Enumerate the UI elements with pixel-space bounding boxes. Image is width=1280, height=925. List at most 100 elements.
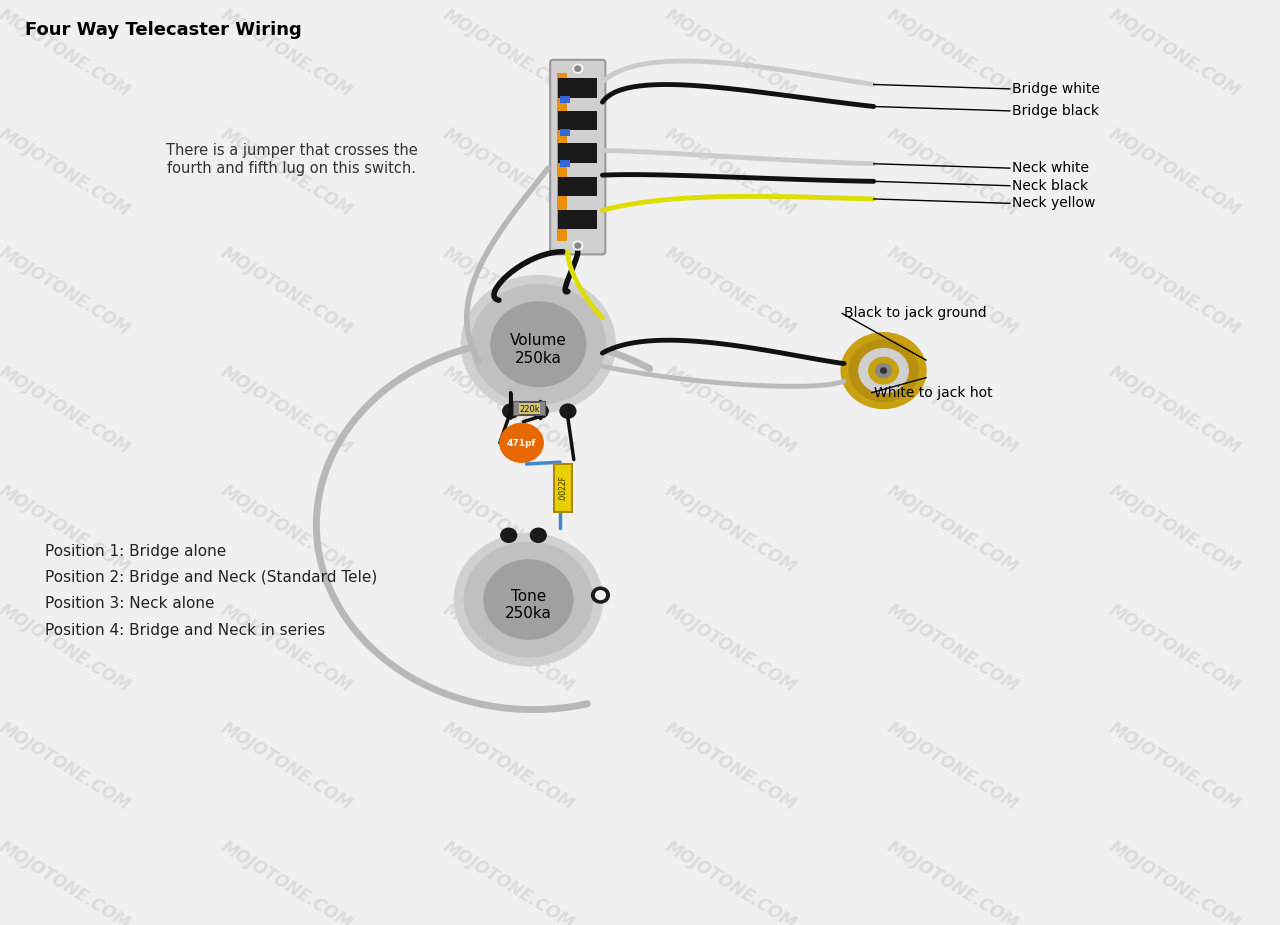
Circle shape (881, 368, 887, 374)
Bar (513, 402, 518, 414)
Text: MOJOTONE.COM: MOJOTONE.COM (218, 838, 356, 925)
Text: MOJOTONE.COM: MOJOTONE.COM (1106, 600, 1243, 696)
Circle shape (499, 424, 543, 462)
Circle shape (484, 560, 573, 639)
Circle shape (573, 241, 582, 250)
Text: MOJOTONE.COM: MOJOTONE.COM (0, 600, 133, 696)
Text: MOJOTONE.COM: MOJOTONE.COM (883, 363, 1021, 458)
Circle shape (500, 528, 517, 542)
Circle shape (591, 587, 609, 603)
Text: MOJOTONE.COM: MOJOTONE.COM (0, 482, 133, 576)
Text: Neck white: Neck white (1011, 161, 1089, 175)
Circle shape (595, 591, 605, 599)
Text: MOJOTONE.COM: MOJOTONE.COM (1106, 6, 1243, 102)
Bar (557, 73, 567, 241)
Circle shape (530, 528, 547, 542)
Text: Bridge black: Bridge black (1011, 104, 1098, 117)
Text: MOJOTONE.COM: MOJOTONE.COM (1106, 363, 1243, 458)
Text: MOJOTONE.COM: MOJOTONE.COM (662, 363, 799, 458)
Circle shape (573, 64, 582, 73)
Text: MOJOTONE.COM: MOJOTONE.COM (883, 482, 1021, 576)
Text: Tone
250ka: Tone 250ka (506, 588, 552, 621)
Bar (513, 402, 545, 414)
Bar (558, 177, 598, 196)
Text: MOJOTONE.COM: MOJOTONE.COM (1106, 482, 1243, 576)
Text: MOJOTONE.COM: MOJOTONE.COM (439, 720, 577, 814)
Text: MOJOTONE.COM: MOJOTONE.COM (439, 600, 577, 696)
Text: MOJOTONE.COM: MOJOTONE.COM (0, 244, 133, 339)
Text: MOJOTONE.COM: MOJOTONE.COM (218, 482, 356, 576)
Bar (561, 96, 570, 103)
Text: MOJOTONE.COM: MOJOTONE.COM (439, 125, 577, 220)
Text: MOJOTONE.COM: MOJOTONE.COM (0, 125, 133, 220)
Circle shape (575, 243, 581, 248)
Text: Volume
250ka: Volume 250ka (509, 333, 567, 365)
Text: MOJOTONE.COM: MOJOTONE.COM (883, 125, 1021, 220)
Text: 220k: 220k (520, 405, 540, 413)
Text: MOJOTONE.COM: MOJOTONE.COM (662, 600, 799, 696)
Circle shape (849, 339, 918, 401)
Text: MOJOTONE.COM: MOJOTONE.COM (883, 244, 1021, 339)
Text: Bridge white: Bridge white (1011, 82, 1100, 96)
Text: 471pf: 471pf (507, 439, 536, 449)
Text: Four Way Telecaster Wiring: Four Way Telecaster Wiring (26, 21, 302, 39)
Bar (561, 129, 570, 136)
Text: MOJOTONE.COM: MOJOTONE.COM (662, 6, 799, 102)
Text: MOJOTONE.COM: MOJOTONE.COM (1106, 720, 1243, 814)
Text: MOJOTONE.COM: MOJOTONE.COM (218, 244, 356, 339)
Text: MOJOTONE.COM: MOJOTONE.COM (218, 6, 356, 102)
Circle shape (876, 364, 891, 377)
Text: MOJOTONE.COM: MOJOTONE.COM (439, 244, 577, 339)
Bar (554, 464, 572, 512)
Circle shape (461, 276, 616, 413)
Text: MOJOTONE.COM: MOJOTONE.COM (662, 720, 799, 814)
Text: MOJOTONE.COM: MOJOTONE.COM (1106, 244, 1243, 339)
Text: MOJOTONE.COM: MOJOTONE.COM (662, 125, 799, 220)
Text: MOJOTONE.COM: MOJOTONE.COM (0, 720, 133, 814)
Text: MOJOTONE.COM: MOJOTONE.COM (218, 600, 356, 696)
Text: MOJOTONE.COM: MOJOTONE.COM (662, 482, 799, 576)
Text: MOJOTONE.COM: MOJOTONE.COM (883, 6, 1021, 102)
Text: MOJOTONE.COM: MOJOTONE.COM (218, 363, 356, 458)
Circle shape (503, 404, 518, 418)
Text: MOJOTONE.COM: MOJOTONE.COM (218, 125, 356, 220)
Circle shape (492, 302, 586, 387)
Text: MOJOTONE.COM: MOJOTONE.COM (1106, 838, 1243, 925)
Text: MOJOTONE.COM: MOJOTONE.COM (439, 363, 577, 458)
Bar (558, 210, 598, 228)
Text: Neck yellow: Neck yellow (1011, 196, 1096, 210)
Text: .0022F: .0022F (558, 475, 567, 500)
Text: MOJOTONE.COM: MOJOTONE.COM (662, 838, 799, 925)
Text: MOJOTONE.COM: MOJOTONE.COM (883, 838, 1021, 925)
Text: Neck black: Neck black (1011, 179, 1088, 192)
Circle shape (454, 534, 603, 666)
Circle shape (561, 404, 576, 418)
Circle shape (471, 284, 605, 404)
Circle shape (465, 542, 593, 657)
Bar (561, 160, 570, 167)
Text: MOJOTONE.COM: MOJOTONE.COM (883, 600, 1021, 696)
Circle shape (532, 404, 548, 418)
Text: MOJOTONE.COM: MOJOTONE.COM (0, 363, 133, 458)
Text: MOJOTONE.COM: MOJOTONE.COM (0, 6, 133, 102)
Text: Position 2: Bridge and Neck (Standard Tele): Position 2: Bridge and Neck (Standard Te… (45, 570, 378, 585)
Bar (558, 79, 598, 98)
Text: MOJOTONE.COM: MOJOTONE.COM (439, 482, 577, 576)
Bar (558, 111, 598, 130)
Text: There is a jumper that crosses the
fourth and fifth lug on this switch.: There is a jumper that crosses the fourt… (166, 143, 417, 176)
Bar (558, 143, 598, 163)
Text: Position 3: Neck alone: Position 3: Neck alone (45, 597, 215, 611)
Text: Black to jack ground: Black to jack ground (844, 306, 987, 320)
FancyBboxPatch shape (550, 60, 605, 254)
Circle shape (841, 333, 925, 409)
Text: MOJOTONE.COM: MOJOTONE.COM (218, 720, 356, 814)
Text: MOJOTONE.COM: MOJOTONE.COM (439, 6, 577, 102)
Text: MOJOTONE.COM: MOJOTONE.COM (662, 244, 799, 339)
Circle shape (859, 349, 909, 392)
Bar (540, 402, 545, 414)
Text: Position 1: Bridge alone: Position 1: Bridge alone (45, 544, 227, 559)
Circle shape (575, 66, 581, 71)
Text: Position 4: Bridge and Neck in series: Position 4: Bridge and Neck in series (45, 623, 325, 638)
Text: MOJOTONE.COM: MOJOTONE.COM (1106, 125, 1243, 220)
Circle shape (869, 357, 899, 384)
